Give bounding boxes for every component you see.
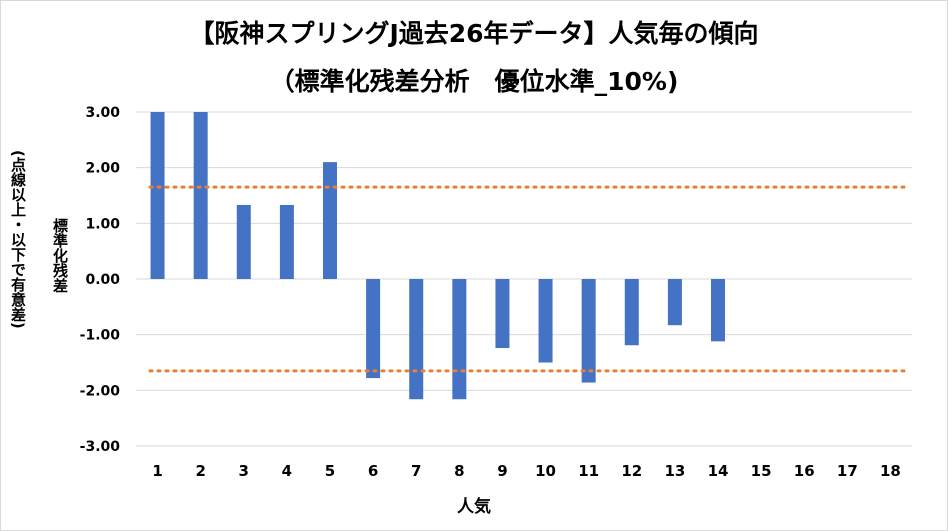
x-tick-label: 10 [535, 462, 556, 480]
y-axis-note: (点線以上・以下で有意差) [9, 150, 27, 329]
x-tick-label: 2 [195, 462, 205, 480]
bar [150, 112, 165, 279]
x-tick-label: 11 [578, 462, 599, 480]
bar [495, 279, 510, 349]
x-tick-label: 12 [621, 462, 642, 480]
bar [409, 279, 424, 400]
x-tick-label: 8 [454, 462, 464, 480]
bar [236, 204, 251, 279]
bar [193, 112, 208, 279]
y-tick-label: -2.00 [80, 383, 121, 399]
y-axis-title: 標準化残差 [51, 218, 69, 293]
x-tick-label: 18 [880, 462, 901, 480]
x-axis-title: 人気 [457, 497, 491, 517]
x-tick-label: 16 [794, 462, 815, 480]
x-tick-label: 17 [837, 462, 858, 480]
bar [279, 204, 294, 279]
y-tick-label: 1.00 [85, 216, 120, 232]
bar [366, 279, 381, 379]
x-tick-label: 15 [751, 462, 772, 480]
bar [624, 279, 639, 346]
y-tick-label: 0.00 [85, 272, 120, 288]
x-tick-label: 14 [708, 462, 729, 480]
x-tick-label: 4 [282, 462, 292, 480]
x-tick-label: 3 [239, 462, 249, 480]
bar [711, 279, 725, 342]
x-tick-label: 13 [664, 462, 685, 480]
bar [538, 279, 553, 363]
x-tick-label: 5 [325, 462, 335, 480]
x-tick-label: 6 [368, 462, 378, 480]
y-tick-label: 2.00 [85, 161, 120, 177]
bar [667, 279, 682, 326]
bar [452, 279, 467, 400]
x-tick-label: 7 [411, 462, 421, 480]
bar [323, 162, 337, 279]
x-tick-label: 9 [497, 462, 507, 480]
chart-title: 【阪神スプリングJ過去26年データ】人気毎の傾向 [189, 19, 759, 48]
y-tick-label: -1.00 [80, 328, 121, 344]
y-tick-label: -3.00 [80, 439, 121, 455]
bar [581, 279, 596, 383]
y-tick-label: 3.00 [85, 105, 120, 121]
chart-subtitle: （標準化残差分析 優位水準_10%) [269, 67, 679, 96]
x-tick-label: 1 [152, 462, 162, 480]
